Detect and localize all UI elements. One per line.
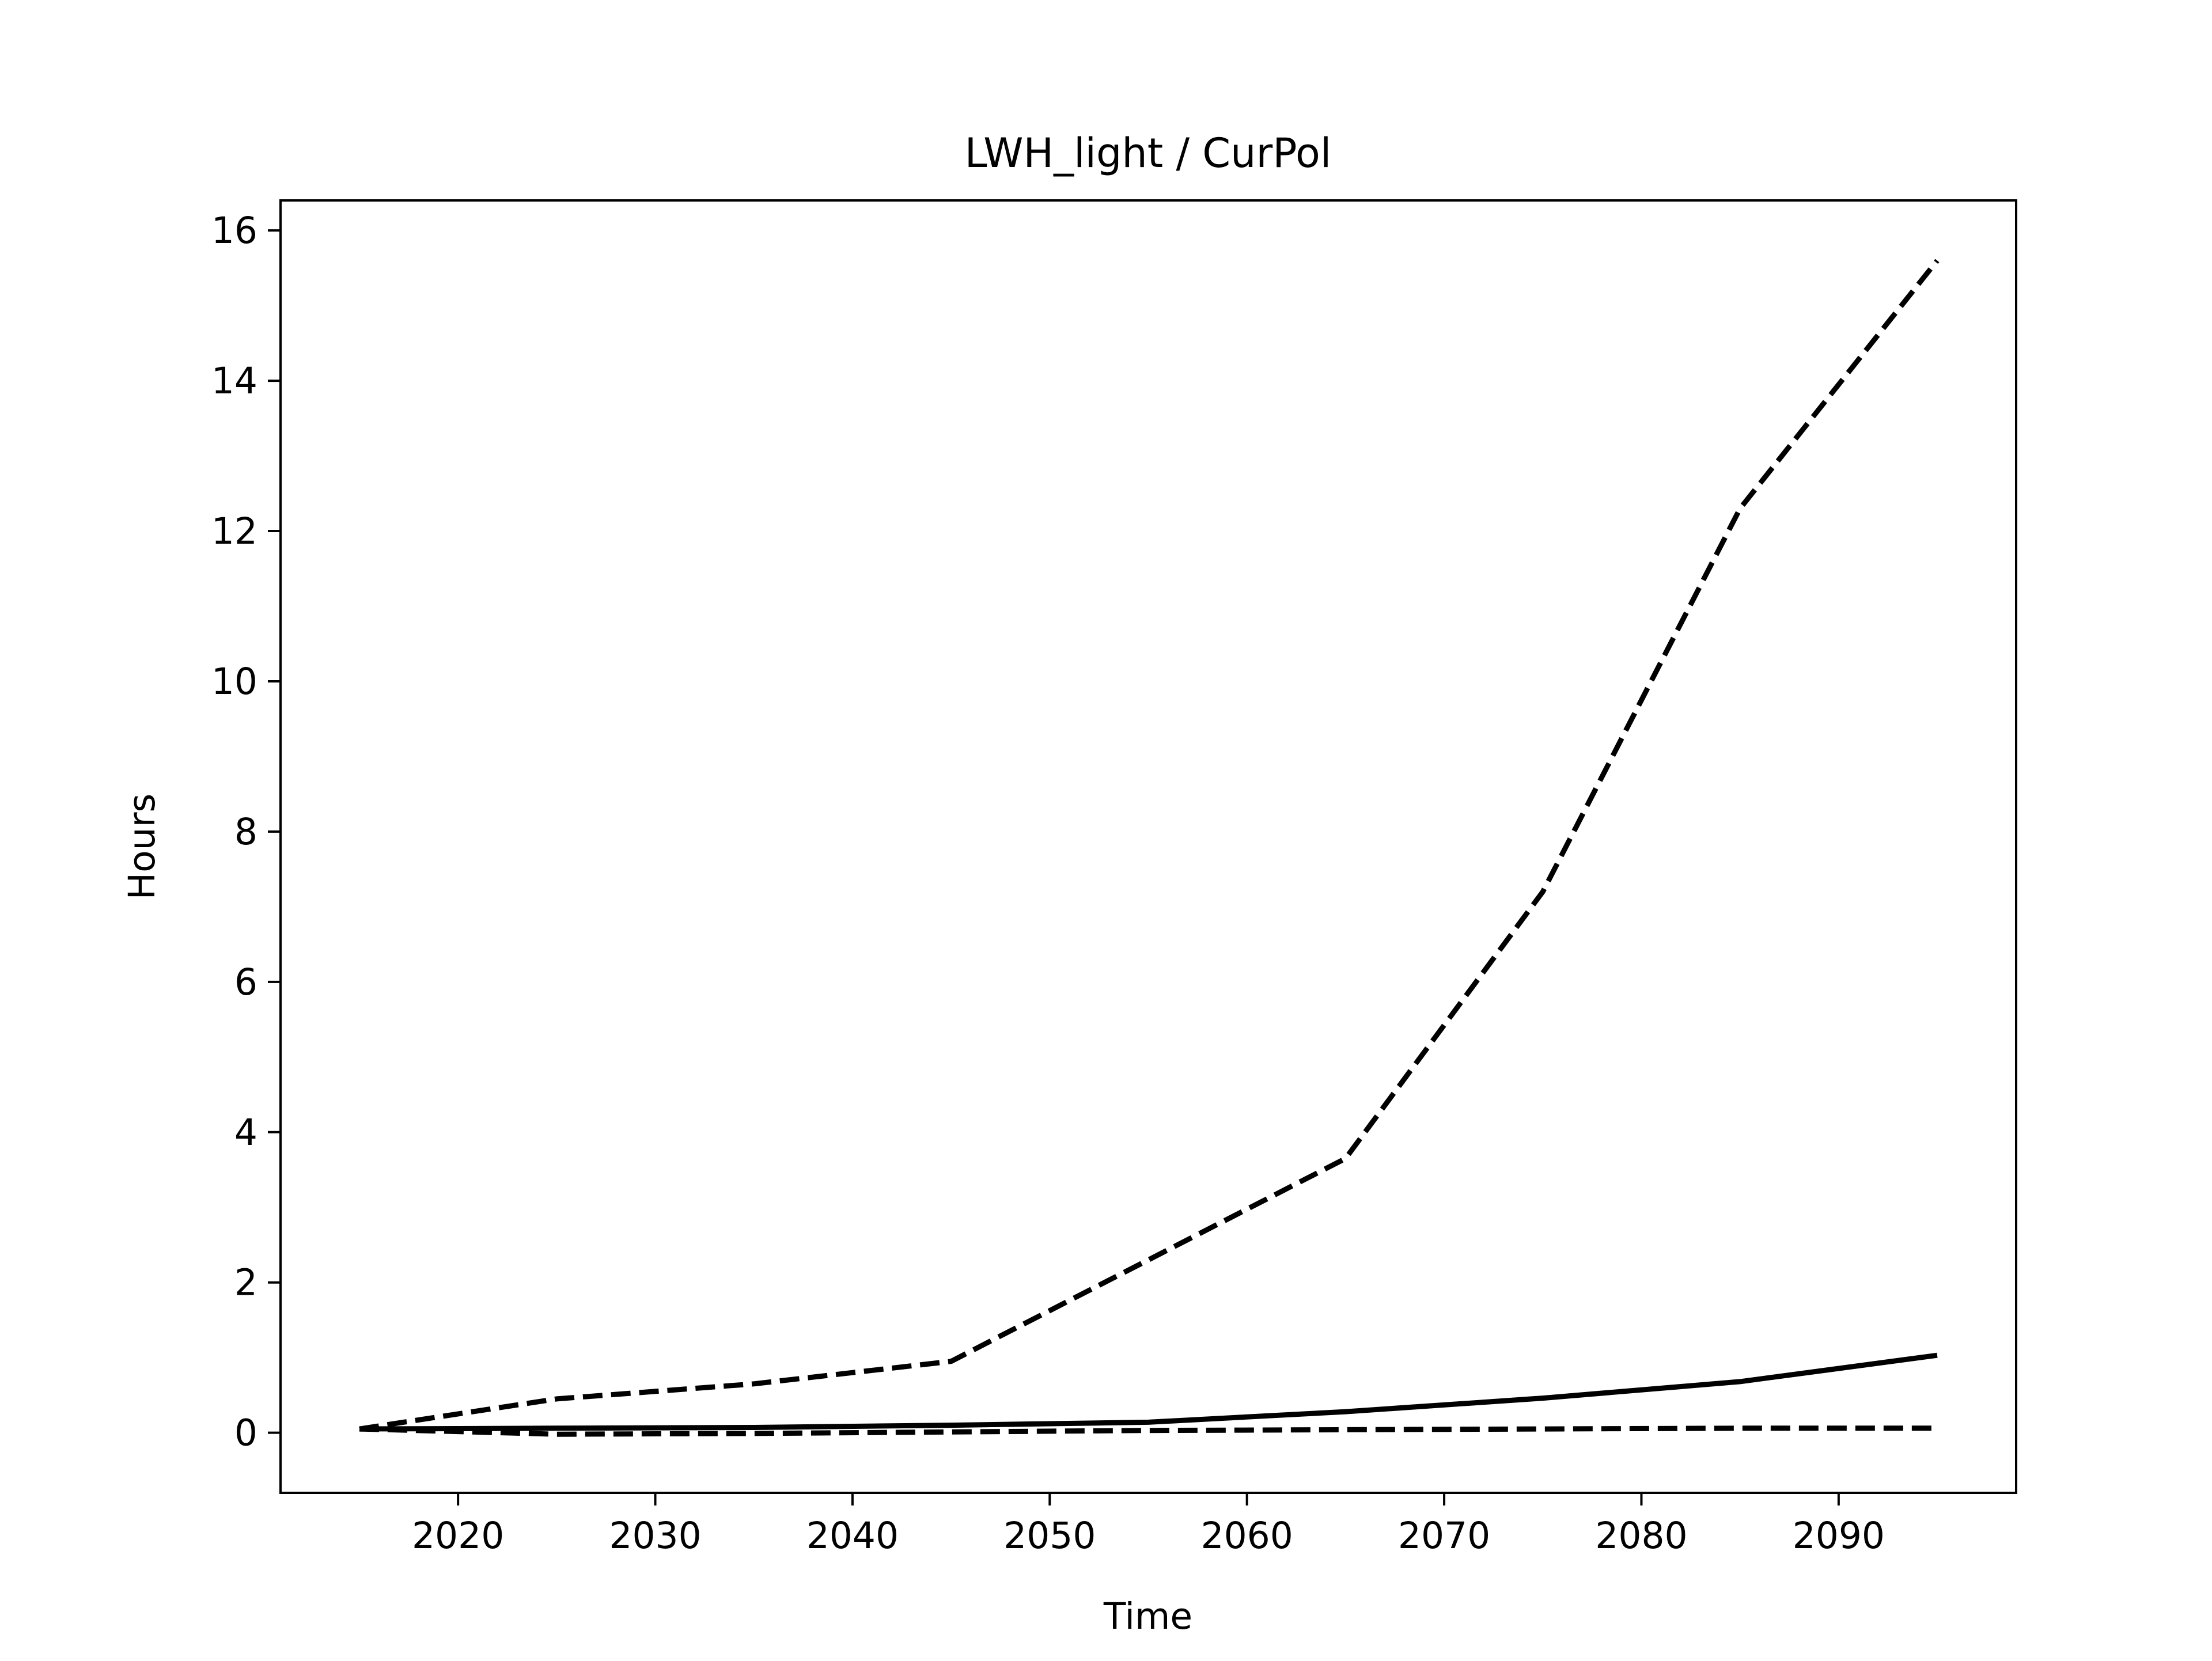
x-axis: 2020 2030 2040 2050 2060 2070 2080 2090 (412, 1493, 1885, 1557)
y-tick-label: 12 (211, 510, 257, 552)
y-tick-label: 6 (234, 961, 257, 1003)
x-tick-label: 2060 (1201, 1515, 1293, 1557)
y-tick-label: 14 (211, 360, 257, 402)
plot-layer (359, 259, 1940, 1437)
y-tick-label: 16 (211, 210, 257, 252)
x-tick-label: 2070 (1398, 1515, 1490, 1557)
x-axis-label: Time (1103, 1595, 1192, 1637)
y-tick-label: 4 (234, 1112, 257, 1154)
chart-title: LWH_light / CurPol (965, 130, 1332, 177)
x-tick-label: 2040 (806, 1515, 899, 1557)
y-axis-label: Hours (121, 794, 163, 900)
x-tick-label: 2050 (1003, 1515, 1096, 1557)
y-tick-label: 10 (211, 661, 257, 703)
series-line-2-solid (359, 1352, 1938, 1432)
series-line-3-dashed (359, 1425, 1937, 1437)
series-line-1-dashed (359, 259, 1940, 1432)
y-tick-label: 2 (234, 1262, 257, 1304)
plot-frame (279, 199, 2017, 1494)
x-tick-label: 2020 (412, 1515, 504, 1557)
x-tick-label: 2030 (609, 1515, 701, 1557)
y-tick-label: 0 (234, 1412, 257, 1454)
x-tick-label: 2080 (1595, 1515, 1687, 1557)
x-tick-label: 2090 (1793, 1515, 1885, 1557)
y-tick-label: 8 (234, 811, 257, 853)
y-axis: 0 2 4 6 8 10 12 14 16 (211, 210, 281, 1454)
